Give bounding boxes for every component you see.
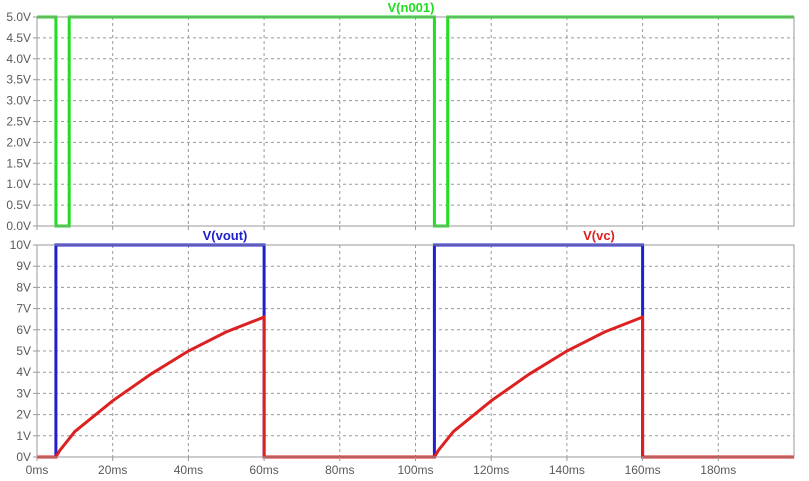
x-tick-label: 120ms: [473, 463, 509, 477]
bottom-y-tick-label: 3V: [16, 386, 31, 400]
top-y-tick-label: 0.0V: [6, 219, 31, 233]
bottom-y-tick-label: 9V: [16, 259, 31, 273]
top-y-tick-label: 0.5V: [6, 198, 31, 212]
x-tick-label: 20ms: [98, 463, 127, 477]
top-y-tick-label: 4.0V: [6, 52, 31, 66]
top-y-tick-label: 2.0V: [6, 135, 31, 149]
time-axis: 0ms 20ms 40ms 60ms 80ms 100ms 120ms 140ms 160ms 1…: [26, 463, 737, 477]
x-tick-label: 140ms: [549, 463, 585, 477]
x-tick-label: 60ms: [249, 463, 278, 477]
bottom-y-tick-label: 8V: [16, 280, 31, 294]
bottom-y-tick-label: 6V: [16, 323, 31, 337]
bottom-y-tick-label: 0V: [16, 450, 31, 464]
top-y-tick-label: 3.5V: [6, 73, 31, 87]
x-tick-label: 80ms: [325, 463, 354, 477]
x-tick-label: 0ms: [26, 463, 49, 477]
top-grid: [37, 17, 794, 226]
pane-n001[interactable]: 0.0V 0.5V 1.0V 1.5V 2.0V 2.5V 3.0V 3.5V 4.0V 4.5V…: [6, 0, 795, 233]
bottom-y-tick-label: 1V: [16, 429, 31, 443]
bottom-grid: [37, 245, 794, 457]
top-y-tick-label: 3.0V: [6, 94, 31, 108]
top-y-axis: 0.0V 0.5V 1.0V 1.5V 2.0V 2.5V 3.0V 3.5V 4.0V 4.5V…: [6, 10, 719, 233]
top-y-tick-label: 5.0V: [6, 10, 31, 24]
x-tick-label: 180ms: [700, 463, 736, 477]
bottom-y-tick-label: 10V: [10, 238, 31, 252]
bottom-y-tick-label: 4V: [16, 365, 31, 379]
bottom-y-tick-label: 2V: [16, 408, 31, 422]
top-y-tick-label: 1.5V: [6, 156, 31, 170]
bottom-y-tick-label: 5V: [16, 344, 31, 358]
x-tick-label: 40ms: [174, 463, 203, 477]
x-tick-label: 100ms: [397, 463, 433, 477]
bottom-y-axis: 0V 1V 2V 3V 4V 5V 6V 7V 8V 9V 10V: [10, 238, 719, 464]
top-y-tick-label: 4.5V: [6, 31, 31, 45]
bottom-y-tick-label: 7V: [16, 302, 31, 316]
x-tick-label: 160ms: [625, 463, 661, 477]
trace-label-vout[interactable]: V(vout): [203, 228, 248, 243]
top-y-tick-label: 1.0V: [6, 177, 31, 191]
pane-vout-vc[interactable]: 0V 1V 2V 3V 4V 5V 6V 7V 8V 9V 10V V(vout) V(vc): [10, 228, 795, 464]
trace-label-n001[interactable]: V(n001): [388, 0, 435, 15]
top-y-tick-label: 2.5V: [6, 115, 31, 129]
trace-label-vc[interactable]: V(vc): [583, 228, 615, 243]
